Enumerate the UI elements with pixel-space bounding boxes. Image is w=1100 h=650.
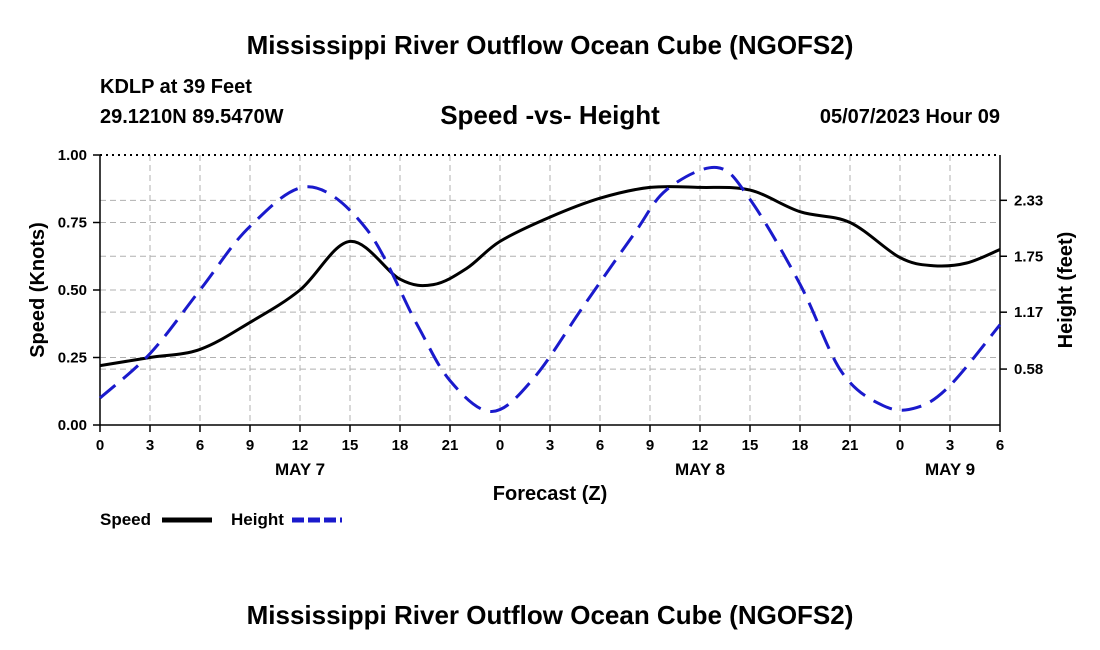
timestamp-label: 05/07/2023 Hour 09	[819, 106, 1000, 128]
y2-tick-label: 2.33	[1014, 192, 1043, 209]
legend-speed-label: Speed	[100, 510, 152, 529]
y2-tick-label: 1.17	[1014, 304, 1043, 321]
y-tick-label: 0.00	[58, 417, 87, 434]
x-tick-label: 0	[496, 437, 504, 454]
x-tick-label: 3	[546, 437, 554, 454]
coordinates-label: 29.1210N 89.5470W	[100, 106, 284, 128]
y2-tick-label: 1.75	[1014, 248, 1043, 265]
x-day-label: MAY 9	[925, 460, 975, 479]
x-tick-label: 12	[292, 437, 309, 454]
y-tick-label: 0.50	[58, 282, 87, 299]
x-tick-label: 9	[246, 437, 254, 454]
x-day-label: MAY 8	[675, 460, 725, 479]
x-tick-label: 15	[342, 437, 359, 454]
y-tick-label: 0.75	[58, 215, 87, 232]
x-tick-label: 18	[392, 437, 409, 454]
x-tick-label: 15	[742, 437, 759, 454]
y-tick-label: 0.25	[58, 350, 87, 367]
x-day-label: MAY 7	[275, 460, 325, 479]
speed-series-line	[99, 185, 1001, 368]
x-tick-label: 0	[896, 437, 904, 454]
x-tick-label: 6	[996, 437, 1004, 454]
x-tick-label: 3	[946, 437, 954, 454]
x-tick-label: 3	[146, 437, 154, 454]
x-tick-label: 9	[646, 437, 654, 454]
legend-height-label: Height	[231, 510, 284, 529]
x-tick-label: 6	[196, 437, 204, 454]
y2-tick-label: 0.58	[1014, 361, 1043, 378]
chart-main-title: Mississippi River Outflow Ocean Cube (NG…	[246, 30, 854, 60]
footer-title: Mississippi River Outflow Ocean Cube (NG…	[246, 600, 854, 630]
height-series-line	[99, 165, 1002, 414]
x-tick-label: 6	[596, 437, 604, 454]
x-tick-label: 0	[96, 437, 104, 454]
x-tick-label: 21	[842, 437, 859, 454]
y-axis-label: Speed (Knots)	[27, 222, 49, 358]
chart-subtitle: Speed -vs- Height	[440, 100, 660, 130]
x-tick-label: 12	[692, 437, 709, 454]
x-tick-label: 18	[792, 437, 809, 454]
x-axis-label: Forecast (Z)	[493, 483, 607, 505]
station-label: KDLP at 39 Feet	[100, 76, 252, 98]
y2-axis-label: Height (feet)	[1055, 232, 1077, 349]
x-tick-label: 21	[442, 437, 459, 454]
y-tick-label: 1.00	[58, 147, 87, 164]
